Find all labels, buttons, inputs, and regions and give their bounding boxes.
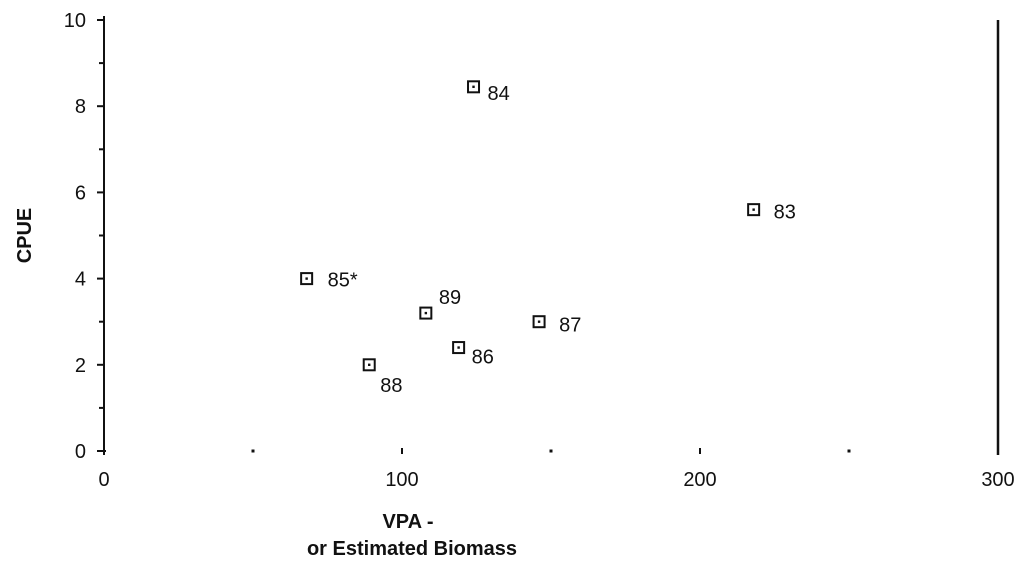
data-point-marker [362, 358, 376, 372]
x-tick-label: 100 [385, 469, 418, 491]
y-tick-label: 6 [75, 182, 86, 204]
y-axis-title: CPUE [14, 208, 36, 264]
x-axis-title-line1: VPA - [382, 511, 433, 533]
x-tick-label: 0 [98, 469, 109, 491]
y-tick-label: 0 [75, 441, 86, 463]
x-tick-label: 200 [683, 469, 716, 491]
data-point-label: 87 [559, 315, 581, 337]
data-point-center [368, 363, 371, 366]
y-tick-label: 2 [75, 355, 86, 377]
data-point-marker [467, 80, 481, 94]
y-tick-label: 8 [75, 96, 86, 118]
data-point-marker [532, 315, 546, 329]
data-point-marker [300, 272, 314, 286]
data-point-center [472, 85, 475, 89]
data-point-marker [419, 306, 433, 320]
data-point-label: 84 [488, 83, 510, 105]
data-point-label: 89 [439, 287, 461, 309]
data-point-marker [747, 203, 761, 217]
data-point-label: 83 [774, 202, 796, 224]
x-axis-title-line2: or Estimated Biomass [307, 538, 517, 560]
data-point-center [305, 277, 308, 280]
y-tick-label: 10 [64, 10, 86, 32]
x-minor-tick [847, 449, 851, 453]
x-minor-tick [549, 449, 553, 453]
axes-group [103, 16, 1000, 455]
data-point-center [537, 320, 541, 323]
data-point-label: 85* [328, 270, 358, 292]
data-point-label: 88 [380, 375, 402, 397]
data-point-center [424, 311, 428, 315]
x-minor-tick [251, 449, 255, 453]
x-ticks-group: 0 100 200 300 [98, 448, 1015, 491]
y-tick-label: 4 [75, 269, 86, 291]
y-ticks-group: 0 2 4 6 8 10 [64, 10, 104, 463]
data-point-center [457, 346, 460, 349]
data-point-marker [452, 341, 466, 355]
x-tick-label: 300 [981, 469, 1014, 491]
data-points-group: 83 84 85* 86 87 88 89 [300, 80, 796, 397]
data-point-center [752, 208, 755, 211]
data-point-label: 86 [472, 347, 494, 369]
